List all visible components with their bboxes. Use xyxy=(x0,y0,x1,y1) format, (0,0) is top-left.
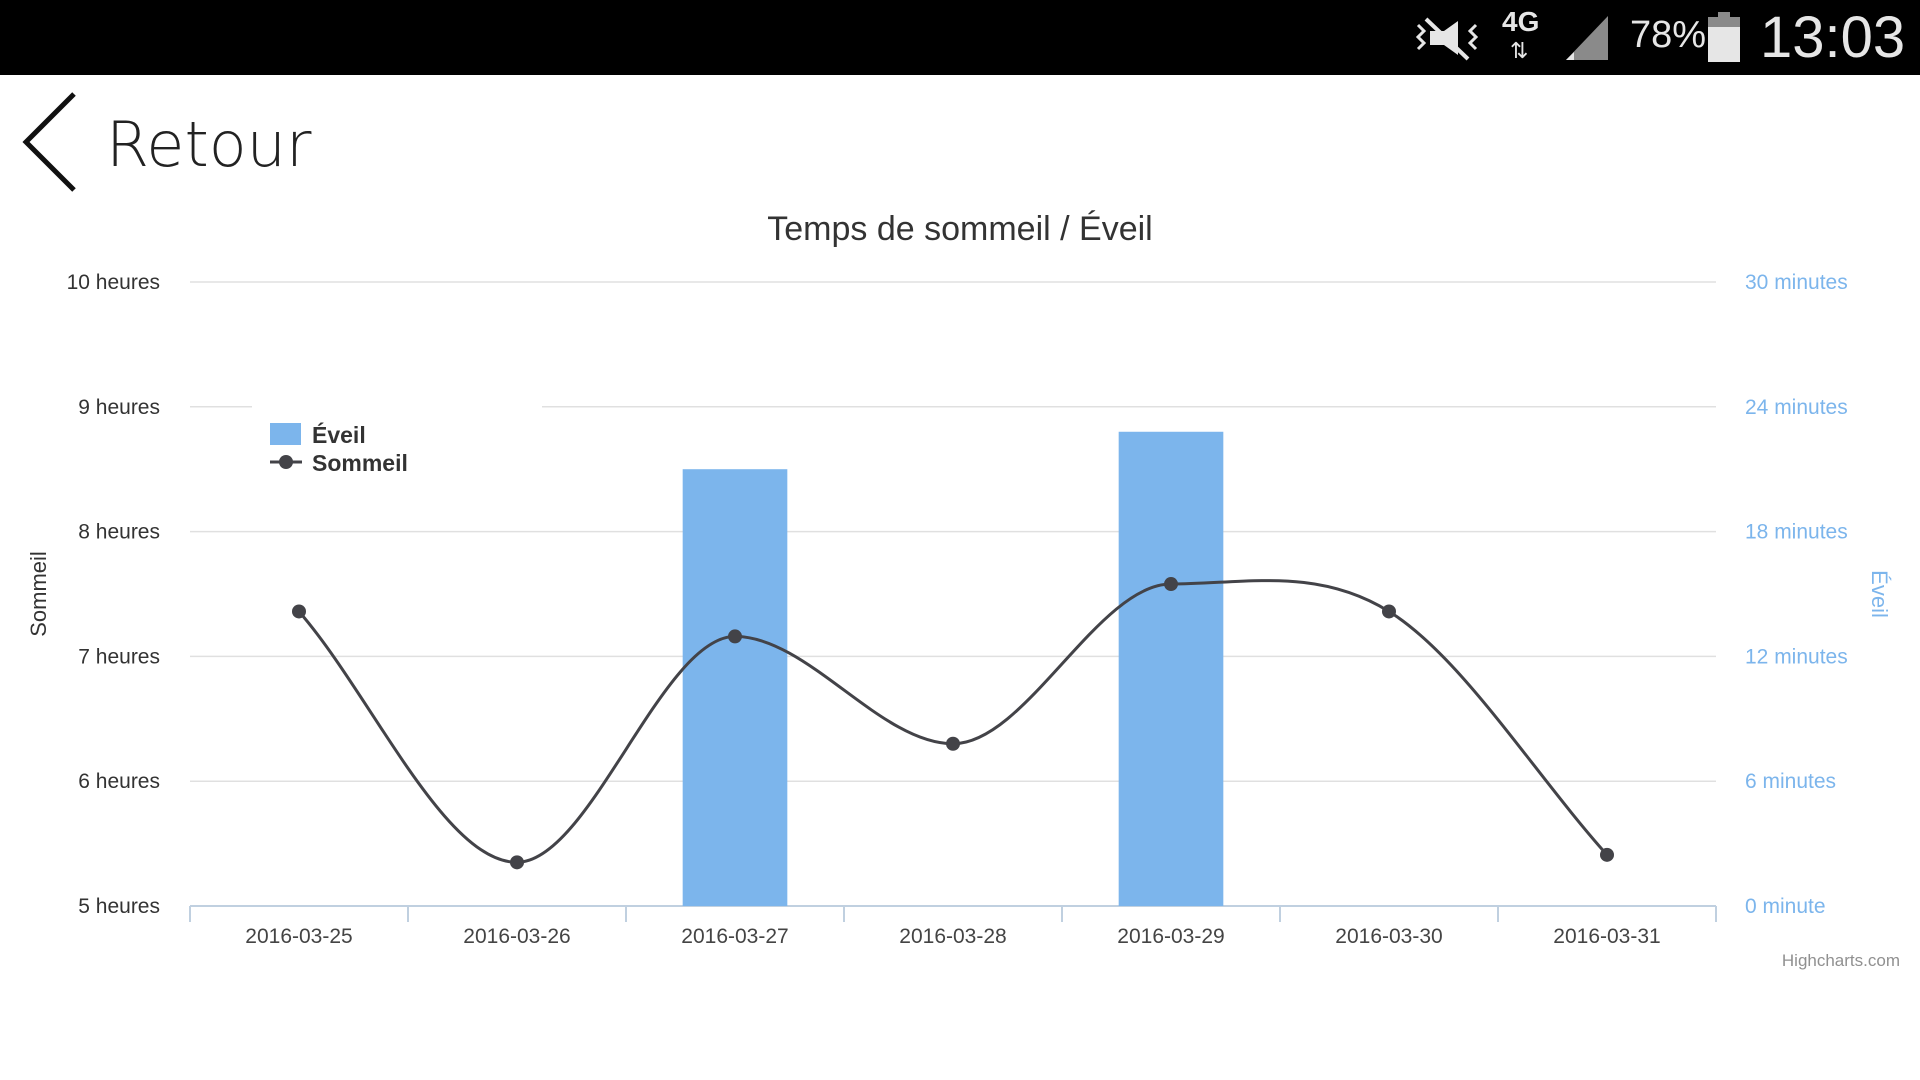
y-right-tick-label: 24 minutes xyxy=(1745,396,1848,419)
sommeil-line xyxy=(297,579,1609,864)
y-left-tick-label: 8 heures xyxy=(78,521,160,544)
chart-title: Temps de sommeil / Éveil xyxy=(767,210,1152,248)
x-tick-label: 2016-03-31 xyxy=(1553,925,1660,948)
y-right-tick-label: 6 minutes xyxy=(1745,770,1836,793)
network-arrows-icon: ⇅ xyxy=(1510,38,1529,63)
y-right-tick-label: 18 minutes xyxy=(1745,521,1848,544)
x-tick-label: 2016-03-25 xyxy=(245,925,352,948)
sommeil-point xyxy=(1164,577,1178,592)
y-left-tick-label: 10 heures xyxy=(67,271,160,294)
legend-label-sommeil: Sommeil xyxy=(312,450,408,476)
eveil-bar xyxy=(1118,431,1224,906)
legend-symbol-eveil xyxy=(270,423,301,445)
status-bar: 4G ⇅ 78% 13:03 xyxy=(0,0,1920,75)
legend-label-eveil: Éveil xyxy=(312,421,366,448)
x-tick-label: 2016-03-30 xyxy=(1335,925,1442,948)
x-tick-label: 2016-03-29 xyxy=(1117,925,1224,948)
y-left-axis-title: Sommeil xyxy=(26,551,51,637)
back-label: Retour xyxy=(106,108,312,181)
network-type: 4G xyxy=(1502,6,1540,37)
y-right-tick-label: 30 minutes xyxy=(1745,271,1848,294)
x-tick-label: 2016-03-27 xyxy=(681,925,788,948)
y-left-tick-label: 6 heures xyxy=(78,770,160,793)
y-right-tick-label: 0 minute xyxy=(1745,895,1826,918)
eveil-bar xyxy=(682,469,788,906)
x-tick-label: 2016-03-28 xyxy=(899,925,1006,948)
battery-icon xyxy=(1708,12,1740,62)
sommeil-point xyxy=(946,736,960,751)
sommeil-point xyxy=(728,629,742,644)
y-left-tick-label: 5 heures xyxy=(78,895,160,918)
y-left-tick-label: 9 heures xyxy=(78,396,160,419)
signal-icon xyxy=(1566,16,1608,60)
y-left-tick-label: 7 heures xyxy=(78,645,160,668)
clock: 13:03 xyxy=(1760,5,1906,70)
chart-credits: Highcharts.com xyxy=(1782,951,1900,970)
mute-vibrate-icon xyxy=(1415,17,1479,61)
x-tick-label: 2016-03-26 xyxy=(463,925,570,948)
y-right-axis-title: Éveil xyxy=(1867,570,1892,618)
sommeil-point xyxy=(292,604,306,619)
back-button[interactable]: Retour xyxy=(16,90,316,200)
chevron-left-icon xyxy=(22,92,76,192)
battery-percent: 78% xyxy=(1630,14,1707,56)
sommeil-point xyxy=(1382,604,1396,619)
y-right-tick-label: 12 minutes xyxy=(1745,645,1848,668)
sommeil-point xyxy=(510,855,524,870)
sommeil-point xyxy=(1600,847,1614,862)
legend-symbol-sommeil-point xyxy=(279,455,293,469)
